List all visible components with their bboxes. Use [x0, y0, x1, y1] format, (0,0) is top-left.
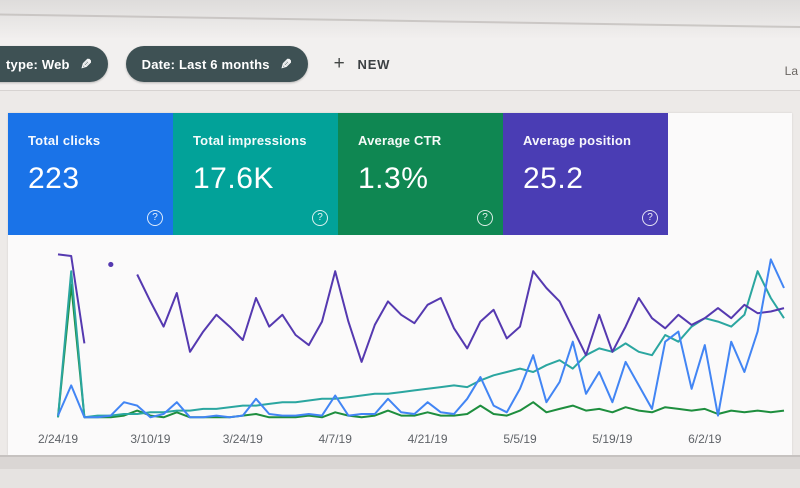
- performance-chart-svg: 2/24/19 3/10/19 3/24/19 4/7/19 4/21/19 5/5/19…: [38, 253, 785, 446]
- card-label: Average CTR: [358, 133, 442, 148]
- x-tick-label: 4/7/19: [319, 432, 353, 446]
- filter-chip-label: type: Web: [6, 56, 70, 72]
- card-value: 25.2: [523, 162, 584, 195]
- x-tick-label: 3/24/19: [223, 432, 263, 446]
- x-tick-label: 6/2/19: [688, 432, 722, 446]
- x-tick-label: 5/5/19: [503, 432, 537, 446]
- x-tick-label: 5/19/19: [592, 432, 632, 446]
- x-tick-label: 2/24/19: [38, 432, 78, 446]
- chart-line-clicks: [57, 258, 785, 419]
- new-filter-label: NEW: [357, 56, 391, 72]
- card-value: 1.3%: [358, 162, 429, 195]
- screen-edge-line: [0, 13, 800, 29]
- chart-line-position: [57, 253, 86, 344]
- chart-point-position: [108, 261, 114, 268]
- filter-chip-search-type[interactable]: type: Web ✎: [0, 46, 108, 82]
- card-label: Average position: [523, 133, 632, 148]
- card-value: 223: [28, 162, 80, 195]
- x-tick-label: 3/10/19: [130, 432, 170, 446]
- card-average-ctr[interactable]: Average CTR 1.3% ?: [338, 113, 503, 235]
- card-total-clicks[interactable]: Total clicks 223 ?: [8, 113, 173, 235]
- divider: [0, 90, 800, 91]
- edit-pencil-icon[interactable]: ✎: [279, 55, 292, 72]
- chart-line-ctr: [57, 283, 785, 419]
- chart-line-impressions: [57, 270, 785, 419]
- card-value: 17.6K: [193, 162, 274, 195]
- x-tick-label: 4/21/19: [408, 432, 448, 446]
- edit-pencil-icon[interactable]: ✎: [79, 55, 92, 72]
- monitor-bottom-bezel: [0, 455, 800, 488]
- card-label: Total impressions: [193, 133, 307, 148]
- help-icon[interactable]: ?: [147, 210, 163, 226]
- card-average-position[interactable]: Average position 25.2 ?: [503, 113, 668, 235]
- monitor-top-bezel: [0, 0, 800, 38]
- card-label: Total clicks: [28, 133, 101, 148]
- metric-cards-row: Total clicks 223 ? Total impressions 17.…: [8, 113, 668, 235]
- filter-bar: type: Web ✎ Date: Last 6 months ✎ + NEW …: [0, 38, 800, 90]
- last-updated-partial-text: La: [784, 64, 798, 78]
- help-icon[interactable]: ?: [477, 210, 493, 226]
- chart-line-position: [136, 270, 785, 363]
- help-icon[interactable]: ?: [312, 210, 328, 226]
- filter-chip-date-range[interactable]: Date: Last 6 months ✎: [125, 46, 308, 82]
- help-icon[interactable]: ?: [642, 210, 658, 226]
- new-filter-button[interactable]: + NEW: [334, 53, 391, 75]
- filter-chip-label: Date: Last 6 months: [141, 56, 270, 72]
- performance-chart: 2/24/19 3/10/19 3/24/19 4/7/19 4/21/19 5/5/19…: [38, 243, 792, 455]
- card-total-impressions[interactable]: Total impressions 17.6K ?: [173, 113, 338, 235]
- plus-icon: +: [333, 53, 346, 74]
